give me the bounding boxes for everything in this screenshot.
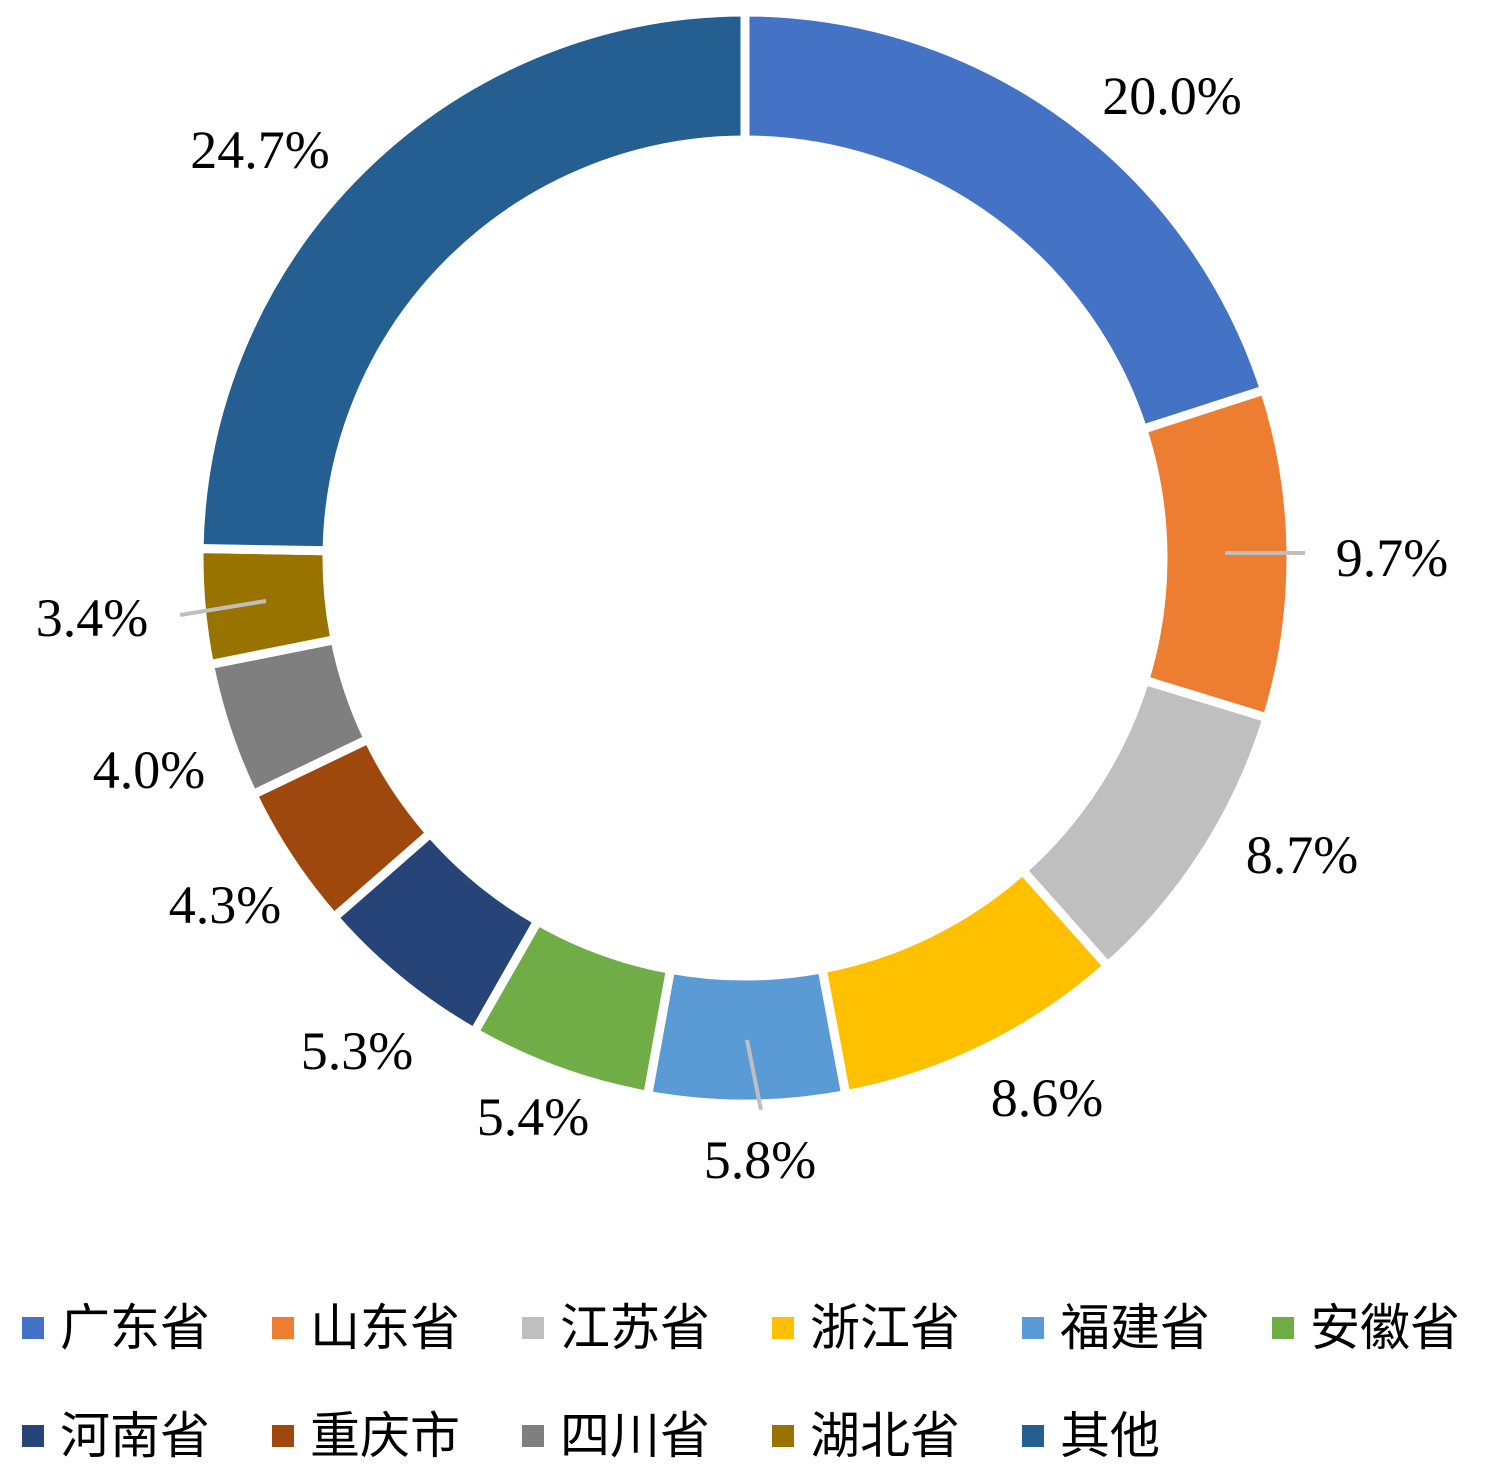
legend-label-湖北省: 湖北省 <box>810 1407 960 1465</box>
donut-slices <box>194 7 1296 1109</box>
legend-label-广东省: 广东省 <box>60 1299 210 1357</box>
legend-swatch-其他 <box>1022 1425 1044 1447</box>
legend-swatch-浙江省 <box>772 1317 794 1339</box>
slice-其他 <box>194 7 750 556</box>
legend-swatch-重庆市 <box>272 1425 294 1447</box>
legend-swatch-江苏省 <box>522 1317 544 1339</box>
data-label-广东省: 20.0% <box>1102 66 1241 126</box>
leader-line-福建省 <box>745 1039 763 1111</box>
data-label-江苏省: 8.7% <box>1246 825 1358 885</box>
leader-lines <box>179 551 1305 1111</box>
legend-label-重庆市: 重庆市 <box>310 1407 460 1465</box>
legend-label-山东省: 山东省 <box>310 1299 460 1357</box>
slice-福建省 <box>642 963 851 1109</box>
leader-line-湖北省 <box>179 599 267 617</box>
legend-label-福建省: 福建省 <box>1060 1299 1210 1357</box>
data-label-其他: 24.7% <box>190 120 329 180</box>
data-label-安徽省: 5.4% <box>477 1087 589 1147</box>
data-label-浙江省: 8.6% <box>991 1068 1103 1128</box>
legend-label-四川省: 四川省 <box>560 1407 710 1465</box>
data-label-四川省: 4.0% <box>93 740 205 800</box>
data-label-山东省: 9.7% <box>1336 528 1448 588</box>
data-label-重庆市: 4.3% <box>169 875 281 935</box>
data-labels: 20.0% 9.7% 8.7% 8.6% 5.8% 5.4% 5.3% 4.3% 4.0% 3.4… <box>36 66 1448 1190</box>
legend-swatch-河南省 <box>22 1425 44 1447</box>
data-label-福建省: 5.8% <box>704 1130 816 1190</box>
legend-swatch-四川省 <box>522 1425 544 1447</box>
legend-label-河南省: 河南省 <box>60 1407 210 1465</box>
legend-label-浙江省: 浙江省 <box>810 1299 960 1357</box>
legend-swatch-广东省 <box>22 1317 44 1339</box>
data-label-河南省: 5.3% <box>301 1021 413 1081</box>
legend-swatch-安徽省 <box>1272 1317 1294 1339</box>
legend-label-江苏省: 江苏省 <box>560 1299 710 1357</box>
data-label-湖北省: 3.4% <box>36 588 148 648</box>
legend-swatch-湖北省 <box>772 1425 794 1447</box>
legend-swatch-山东省 <box>272 1317 294 1339</box>
legend-label-其他: 其他 <box>1060 1407 1160 1465</box>
slice-广东省 <box>740 7 1271 435</box>
legend-swatch-福建省 <box>1022 1317 1044 1339</box>
legend-label-安徽省: 安徽省 <box>1310 1299 1460 1357</box>
